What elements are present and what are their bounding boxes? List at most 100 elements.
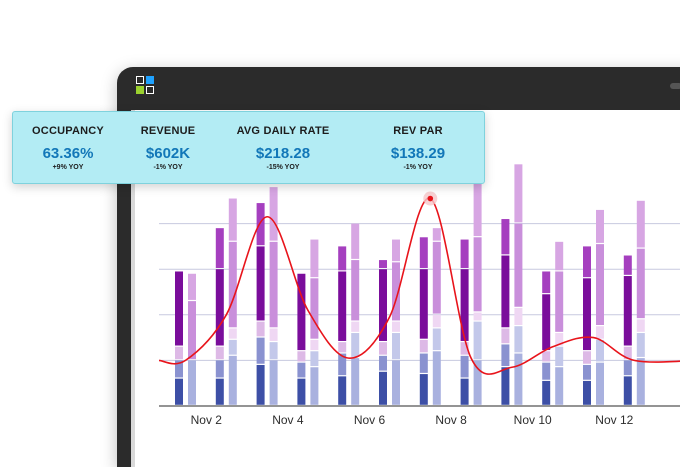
bar-segment	[256, 337, 265, 364]
bar-segment	[596, 362, 604, 405]
bar-segment	[501, 255, 510, 328]
peak-marker	[427, 195, 434, 202]
logo-square	[146, 86, 154, 94]
bar-segment	[215, 378, 224, 405]
bar-segment	[188, 301, 196, 360]
bar-segment	[351, 333, 360, 357]
kpi-rev-par[interactable]: REV PAR $138.29 -1% YOY	[353, 112, 483, 183]
bar-segment	[636, 333, 645, 357]
bar-segment	[215, 228, 224, 268]
bar-segment	[636, 358, 645, 405]
bar-segment	[215, 269, 224, 346]
bar-segment	[175, 346, 183, 360]
bar-segment	[583, 364, 591, 380]
bar-segment	[542, 362, 551, 380]
bar-segment	[269, 342, 278, 360]
kpi-revenue[interactable]: REVENUE $602K -1% YOY	[123, 112, 213, 183]
kpi-value: $138.29	[390, 145, 446, 162]
bar-segment	[514, 164, 523, 223]
bar-segment	[473, 237, 482, 312]
bar-segment	[623, 376, 632, 405]
axis-strip	[131, 110, 135, 467]
kpi-label: OCCUPANCY	[32, 125, 104, 137]
bar-segment	[419, 374, 428, 405]
bar-segment	[392, 321, 400, 332]
bar-segment	[473, 360, 482, 405]
bar-segment	[228, 241, 237, 328]
bar-segment	[419, 339, 428, 353]
bar-segment	[269, 328, 278, 341]
bar-segment	[514, 307, 523, 325]
bar-segment	[636, 200, 645, 248]
bar-segment	[460, 342, 469, 355]
bar-segment	[583, 278, 591, 351]
bar-segment	[514, 353, 523, 405]
kpi-occupancy[interactable]: OCCUPANCY 63.36% +9% YOY	[13, 112, 123, 183]
bar-segment	[432, 228, 441, 241]
bar-segment	[583, 246, 591, 278]
occupancy-chart: Nov 2 Nov 4 Nov 6 Nov 8 Nov 10 Nov 12	[131, 110, 680, 467]
bar-segment	[188, 360, 196, 405]
bar-segment	[338, 376, 347, 405]
bar-segment	[379, 260, 387, 268]
bar-segment	[432, 241, 441, 314]
bar-segment	[351, 358, 360, 405]
bar-segment	[555, 346, 564, 367]
bar-segment	[310, 367, 319, 405]
bar-segment	[228, 339, 237, 355]
bar-segment	[379, 355, 387, 371]
kpi-yoy: +9% YOY	[52, 164, 84, 171]
logo-square	[146, 76, 154, 84]
bar-segment	[228, 198, 237, 241]
bar-segment	[338, 342, 347, 353]
bar-segment	[297, 273, 306, 351]
bar-segment	[256, 203, 265, 246]
bar-segment	[432, 351, 441, 405]
bar-segment	[636, 248, 645, 319]
bar-segment	[596, 326, 604, 339]
x-tick-label: Nov 2	[191, 413, 223, 427]
bar-segment	[583, 351, 591, 364]
bar-segment	[379, 371, 387, 405]
bar-segment	[351, 260, 360, 321]
bar-segment	[392, 333, 400, 360]
kpi-yoy: -1% YOY	[403, 164, 433, 171]
bar-segment	[460, 269, 469, 341]
bar-segment	[596, 244, 604, 325]
bar-segment	[460, 239, 469, 268]
bar-segment	[473, 321, 482, 360]
bar-segment	[460, 355, 469, 378]
kpi-label: REVENUE	[140, 125, 196, 137]
bar-segment	[623, 276, 632, 346]
bar-segment	[310, 278, 319, 339]
bar-segment	[501, 367, 510, 405]
bar-segment	[514, 223, 523, 307]
bar-segment	[297, 362, 306, 378]
bar-segment	[555, 333, 564, 346]
bar-segment	[379, 342, 387, 355]
bar-segment	[623, 255, 632, 275]
bar-segment	[392, 262, 400, 321]
kpi-label: AVG DAILY RATE	[236, 125, 330, 137]
kpi-value: $218.28	[255, 145, 311, 162]
bar-segment	[256, 246, 265, 321]
bar-segment	[310, 351, 319, 367]
bar-segment	[269, 241, 278, 328]
bar-segment	[501, 219, 510, 255]
kpi-avg-daily-rate[interactable]: AVG DAILY RATE $218.28 -15% YOY	[213, 112, 353, 183]
bar-segment	[555, 367, 564, 405]
kpi-value: 63.36%	[42, 145, 94, 162]
bar-segment	[351, 223, 360, 259]
bar-segment	[623, 346, 632, 360]
trend-line	[158, 197, 680, 375]
bar-segment	[419, 269, 428, 339]
bar-segment	[596, 339, 604, 362]
logo-square	[136, 76, 144, 84]
bar-segment	[555, 241, 564, 271]
bar-segment	[555, 271, 564, 332]
bar-segment	[542, 294, 551, 351]
x-tick-label: Nov 4	[272, 413, 304, 427]
bar-segment	[379, 269, 387, 341]
bar-segment	[419, 237, 428, 268]
bar-segment	[256, 364, 265, 405]
